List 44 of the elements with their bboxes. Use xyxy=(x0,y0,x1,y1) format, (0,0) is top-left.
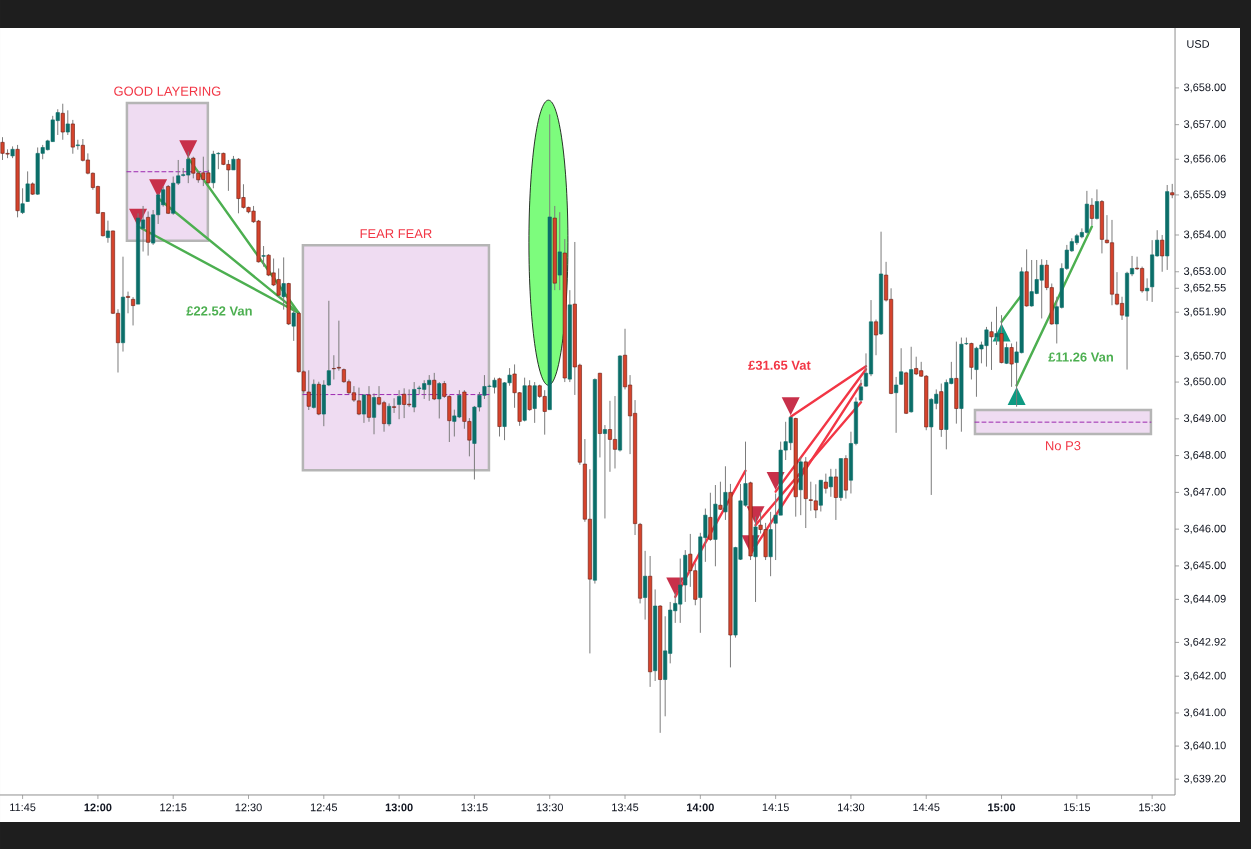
y-tick-label: 3,645.00 xyxy=(1183,561,1226,571)
x-tick-label: 12:45 xyxy=(310,803,338,812)
x-tick-label: 15:00 xyxy=(988,803,1016,812)
y-tick-label: 3,646.00 xyxy=(1183,524,1226,534)
x-tick-label: 13:30 xyxy=(536,803,563,812)
x-tick-label: 12:00 xyxy=(84,803,112,812)
annotation: £22.52 Van xyxy=(186,306,252,316)
x-tick-label: 14:00 xyxy=(687,803,714,812)
annotation: GOOD LAYERING xyxy=(114,86,221,96)
y-tick-label: 3,649.00 xyxy=(1183,414,1226,424)
annotation: £11.26 Van xyxy=(1048,352,1113,362)
x-tick-label: 11:45 xyxy=(10,803,36,812)
y-tick-label: 3,647.00 xyxy=(1183,487,1226,497)
x-tick-label: 14:15 xyxy=(762,803,789,812)
y-tick-label: 3,641.00 xyxy=(1183,708,1226,718)
x-tick-label: 12:30 xyxy=(235,803,262,812)
x-tick-label: 15:15 xyxy=(1063,803,1091,812)
y-tick-label: 3,639.20 xyxy=(1183,774,1226,784)
y-tick-label: 3,655.09 xyxy=(1183,190,1226,200)
y-tick-label: 3,650.70 xyxy=(1183,351,1226,361)
annotation: FEAR FEAR xyxy=(360,229,432,239)
y-tick-label: 3,658.00 xyxy=(1183,83,1226,93)
y-tick-label: 3,642.92 xyxy=(1183,637,1226,647)
y-tick-label: 3,644.09 xyxy=(1183,594,1226,604)
y-tick-label: 3,642.00 xyxy=(1183,671,1226,681)
annotation: £31.65 Vat xyxy=(748,360,811,370)
y-tick-label: 3,653.00 xyxy=(1183,267,1226,277)
annotation: No P3 xyxy=(1046,441,1081,451)
y-tick-label: 3,652.55 xyxy=(1183,283,1226,293)
y-tick-label: 3,656.06 xyxy=(1183,154,1226,164)
y-tick-label: 3,648.00 xyxy=(1183,451,1226,461)
y-tick-label: 3,654.00 xyxy=(1183,230,1226,240)
y-tick-label: 3,651.90 xyxy=(1183,307,1226,317)
y-tick-label: 3,640.10 xyxy=(1183,741,1226,751)
x-tick-label: 13:00 xyxy=(385,803,413,812)
x-tick-label: 13:15 xyxy=(461,803,488,812)
x-tick-label: 13:45 xyxy=(612,803,639,812)
y-tick-label: 3,657.00 xyxy=(1183,120,1226,130)
x-tick-label: 14:45 xyxy=(913,803,940,812)
y-tick-label: 3,650.00 xyxy=(1183,377,1226,387)
x-tick-label: 14:30 xyxy=(838,803,865,812)
y-axis-title: USD xyxy=(1187,40,1210,48)
x-tick-label: 15:30 xyxy=(1139,803,1166,812)
x-tick-label: 12:15 xyxy=(160,803,187,812)
